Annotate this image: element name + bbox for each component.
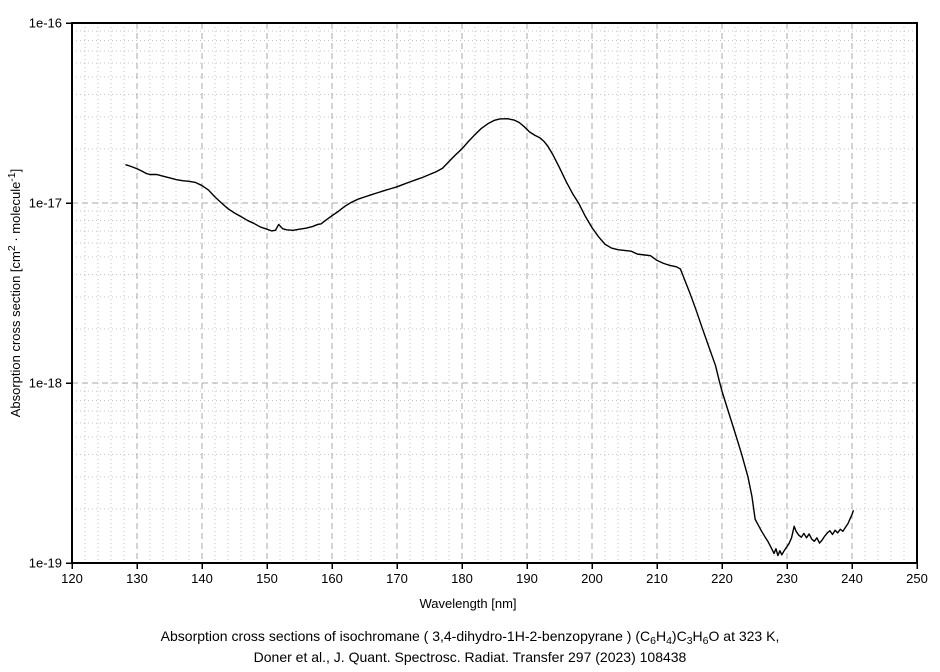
x-tick-label: 250 (906, 571, 928, 586)
y-tick-label: 1e-19 (29, 556, 62, 571)
x-tick-label: 190 (516, 571, 538, 586)
x-axis-title: Wavelength [nm] (419, 596, 517, 611)
x-tick-label: 200 (581, 571, 603, 586)
y-tick-label: 1e-18 (29, 376, 62, 391)
spectrum-curve (125, 117, 854, 557)
x-tick-label: 210 (646, 571, 668, 586)
plot-border (71, 22, 918, 564)
caption-line-1: Absorption cross sections of isochromane… (160, 628, 780, 647)
x-tick-label: 180 (451, 571, 473, 586)
x-tick-label: 170 (386, 571, 408, 586)
x-tick-label: 140 (191, 571, 213, 586)
x-tick-label: 240 (841, 571, 863, 586)
caption-line-2: Doner et al., J. Quant. Spectrosc. Radia… (253, 649, 687, 665)
y-tick-label: 1e-17 (29, 196, 62, 211)
x-tick-label: 160 (321, 571, 343, 586)
x-tick-label: 150 (256, 571, 278, 586)
x-tick-label: 220 (711, 571, 733, 586)
x-tick-label: 120 (61, 571, 83, 586)
x-tick-label: 230 (776, 571, 798, 586)
y-tick-label: 1e-16 (29, 16, 62, 31)
y-axis-title: Absorption cross section [cm2 · molecule… (6, 168, 23, 418)
x-tick-label: 130 (126, 571, 148, 586)
